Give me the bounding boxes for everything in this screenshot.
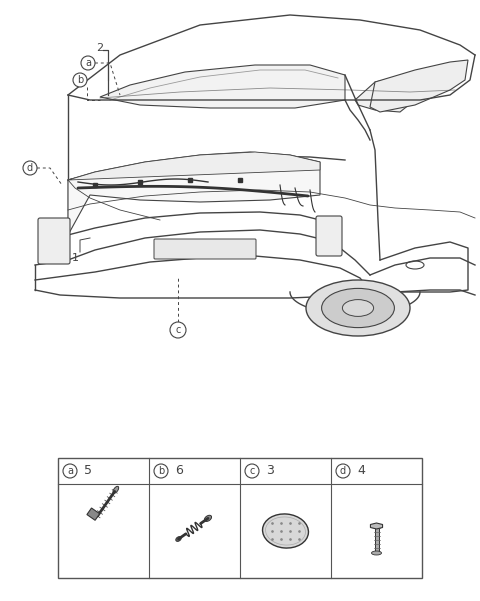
Circle shape [63,464,77,478]
Polygon shape [374,526,379,553]
Text: a: a [67,466,73,476]
Text: 3: 3 [266,465,274,478]
Polygon shape [100,65,345,108]
Text: b: b [158,466,164,476]
Ellipse shape [263,514,309,548]
Bar [87,508,100,520]
Polygon shape [68,152,320,235]
Text: c: c [175,325,180,335]
Text: c: c [249,466,255,476]
Text: 6: 6 [175,465,183,478]
Polygon shape [68,152,320,180]
Ellipse shape [372,551,382,555]
Text: d: d [27,163,33,173]
FancyBboxPatch shape [154,239,256,259]
Ellipse shape [306,280,410,336]
Polygon shape [371,523,383,529]
Circle shape [170,322,186,338]
Circle shape [154,464,168,478]
Text: b: b [77,75,83,85]
Circle shape [81,56,95,70]
Circle shape [23,161,37,175]
Polygon shape [355,78,415,112]
FancyBboxPatch shape [316,216,342,256]
Polygon shape [370,60,468,112]
Ellipse shape [342,300,373,316]
Ellipse shape [176,537,181,542]
Bar [58,458,422,578]
Circle shape [73,73,87,87]
Text: 1: 1 [72,253,79,263]
Circle shape [245,464,259,478]
Text: a: a [85,58,91,68]
Text: d: d [340,466,346,476]
FancyBboxPatch shape [38,218,70,264]
Ellipse shape [113,486,119,493]
Text: 4: 4 [357,465,365,478]
Text: 2: 2 [96,43,104,53]
Ellipse shape [322,288,395,328]
Text: 5: 5 [84,465,92,478]
Circle shape [336,464,350,478]
Ellipse shape [204,515,212,522]
